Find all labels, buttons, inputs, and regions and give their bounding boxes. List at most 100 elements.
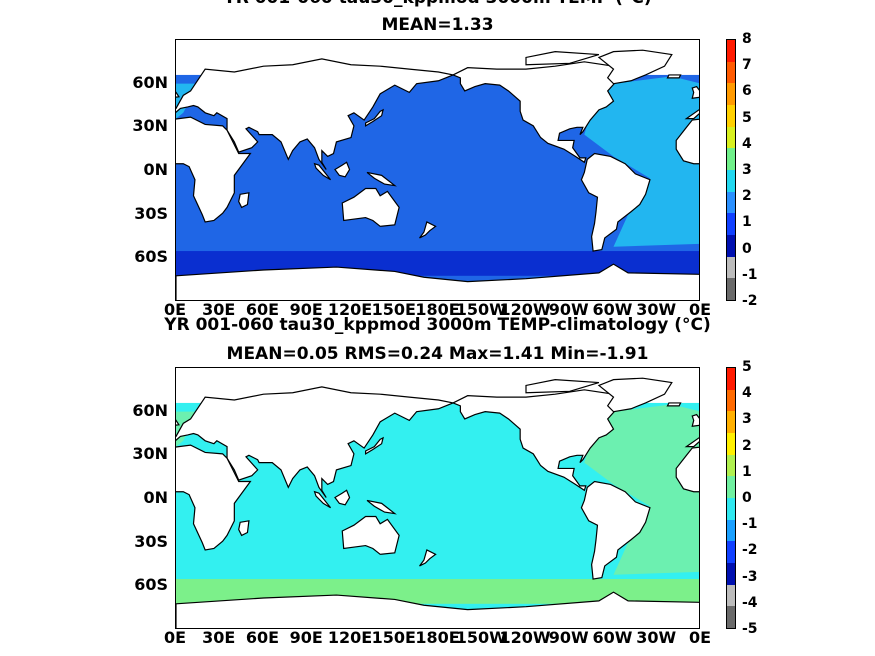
land-arctic-islands (525, 379, 600, 394)
panel2-colorbar (726, 367, 736, 629)
colorbar-tick: 5 (742, 359, 752, 375)
land-uk (176, 419, 180, 426)
land-eurasia (684, 437, 699, 448)
land-nz (419, 549, 437, 567)
colorbar-tick: 2 (742, 188, 752, 205)
land-africa (176, 116, 252, 223)
colorbar-swatch (727, 519, 735, 542)
land-antarctica (176, 591, 699, 628)
lon-label-4: 120E (327, 300, 373, 319)
colorbar-tick: -2 (742, 293, 758, 309)
colorbar-tick: 8 (742, 31, 752, 47)
land-s-america (580, 152, 651, 252)
colorbar-swatch (727, 61, 735, 84)
lat-label-60n: 60N (132, 400, 168, 420)
lon-label-9: 90W (548, 300, 589, 319)
lon-label-12: 0E (688, 300, 712, 319)
lon-label-10: 60W (592, 300, 633, 319)
land-sumatra (313, 490, 332, 509)
colorbar-swatch (727, 411, 735, 434)
land-japan (364, 108, 384, 127)
atlantic-field (584, 76, 699, 247)
colorbar-tick: 3 (742, 411, 752, 428)
lon-label-5: 150E (371, 300, 416, 319)
lat-label-60s: 60S (134, 247, 168, 267)
colorbar-tick: -4 (742, 594, 758, 611)
land-africa (675, 446, 699, 493)
lon-label-4: 120E (327, 628, 373, 647)
colorbar-tick: 4 (742, 385, 752, 402)
land-uk (176, 91, 180, 98)
colorbar-swatch (727, 476, 735, 499)
land-iceland (666, 402, 682, 407)
land-africa (176, 444, 252, 551)
lon-label-7: 150W (455, 628, 507, 647)
colorbar-tick: 1 (742, 214, 752, 231)
colorbar-swatch (727, 256, 735, 279)
panel1-title: YR 001-060 tau30_kppmod 3000m TEMP (°C) (0, 0, 875, 8)
panel1-mean: MEAN=1.33 (381, 15, 494, 35)
colorbar-tick: 0 (742, 240, 752, 257)
colorbar-swatch (727, 191, 735, 214)
land-uk (691, 85, 699, 99)
land-eurasia (176, 386, 456, 498)
lat-label-30n: 30N (132, 116, 168, 136)
colorbar-tick: 3 (742, 162, 752, 178)
land-madagascar (238, 192, 250, 209)
lat-label-30s: 30S (134, 531, 168, 551)
colorbar-swatch (727, 563, 735, 586)
panel2-stats: MEAN=0.05 RMS=0.24 Max=1.41 Min=-1.91 (226, 344, 649, 364)
colorbar-swatch (727, 606, 735, 629)
lon-label-7: 150W (455, 300, 507, 319)
land-africa (675, 118, 699, 165)
colorbar-tick: -1 (742, 516, 758, 533)
land-japan (364, 436, 384, 455)
land-nz (419, 221, 437, 239)
lon-label-1: 30E (202, 300, 236, 319)
lon-label-5: 150E (371, 628, 416, 647)
land-ng (366, 171, 397, 187)
land-greenland (597, 49, 673, 85)
colorbar-swatch (727, 105, 735, 128)
lon-label-8: 120W (499, 628, 551, 647)
lon-label-0: 0E (163, 300, 187, 319)
lon-label-3: 90E (289, 300, 323, 319)
panel1-map-svg (176, 49, 699, 300)
panel1-colorbar (726, 39, 736, 301)
lon-label-11: 30W (636, 628, 677, 647)
lat-label-60n: 60N (132, 72, 168, 92)
land-australia (341, 187, 400, 227)
atlantic-field (584, 404, 699, 575)
lat-label-30s: 30S (134, 203, 168, 223)
lon-label-12: 0E (688, 628, 712, 647)
lon-label-10: 60W (592, 628, 633, 647)
lon-label-2: 60E (245, 300, 280, 319)
colorbar-swatch (727, 148, 735, 171)
colorbar-tick: -2 (742, 542, 758, 559)
colorbar-tick: -5 (742, 621, 758, 637)
land-arctic-islands (525, 51, 600, 66)
colorbar-tick: -1 (742, 266, 758, 283)
colorbar-tick: 4 (742, 135, 752, 152)
lat-label-30n: 30N (132, 444, 168, 464)
colorbar-swatch (727, 389, 735, 412)
lon-label-11: 30W (636, 300, 677, 319)
lat-label-0n: 0N (143, 160, 168, 179)
colorbar-swatch (727, 541, 735, 564)
land-borneo (334, 489, 351, 506)
colorbar-tick: 7 (742, 57, 752, 74)
lon-label-6: 180E (415, 628, 460, 647)
colorbar-swatch (727, 454, 735, 477)
east-atlantic-field (176, 83, 198, 237)
land-sumatra (313, 162, 332, 181)
colorbar-swatch (727, 584, 735, 607)
colorbar-swatch (727, 83, 735, 106)
land-madagascar (238, 520, 250, 537)
panel2-map (175, 367, 700, 629)
colorbar-swatch (727, 170, 735, 193)
east-atlantic-field (176, 411, 198, 565)
lon-label-1: 30E (202, 628, 236, 647)
colorbar-tick: -3 (742, 568, 758, 585)
panel2-title: YR 001-060 tau30_kppmod 3000m TEMP-clima… (164, 315, 711, 335)
lon-label-9: 90W (548, 628, 589, 647)
